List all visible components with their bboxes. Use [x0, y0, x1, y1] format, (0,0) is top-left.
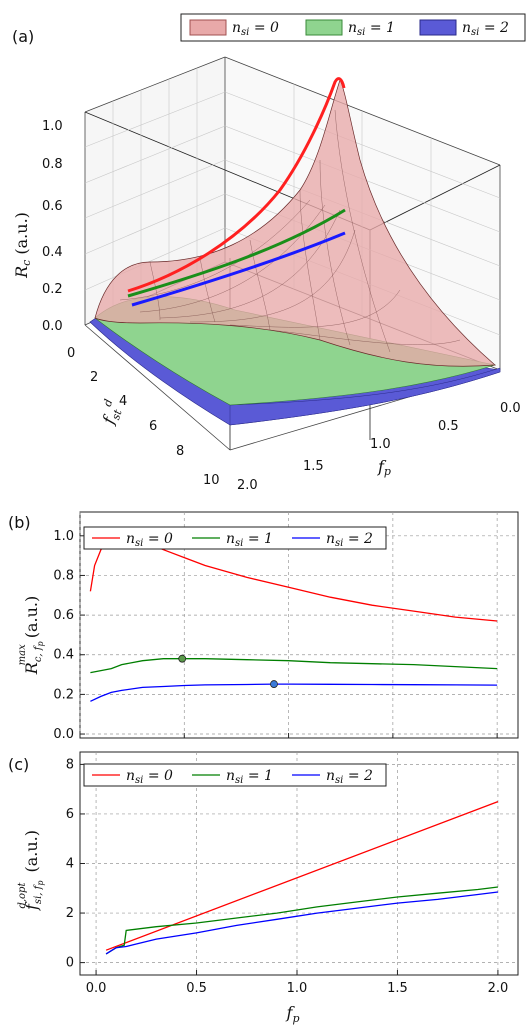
max-marker-nsi1	[178, 654, 187, 663]
series-line-nsi1	[90, 658, 498, 674]
max-marker-nsi2	[270, 680, 278, 688]
series-line-nsi2	[105, 891, 498, 955]
legend-label-nsi2: nsi = 2	[462, 20, 509, 38]
panel-a-legend: nsi = 0 nsi = 1 nsi = 2	[180, 13, 526, 42]
panel-a-3d-surface: (a) nsi = 0 nsi = 1 nsi = 2	[12, 13, 526, 493]
legend-label-nsi1: nsi = 1	[348, 20, 395, 38]
series-line-nsi1	[105, 886, 498, 955]
y-tick-label-3: 6	[66, 807, 74, 822]
y-tick-label-0: 0.0	[53, 727, 74, 742]
panel-c-label: (c)	[8, 755, 29, 774]
y-tick-3: 6	[149, 419, 157, 434]
panel-b-plot-area: 0.0 0.2 0.4 0.6 0.8 1.0 nsi = 0 nsi = 1 nsi = 2	[53, 511, 519, 742]
panel-c-ylabel: fsi, fpd,opt(a.u.)	[17, 830, 45, 911]
legend-label-nsi2: nsi = 2	[326, 531, 373, 549]
y-tick-5: 10	[203, 473, 220, 488]
legend-swatch-nsi1	[305, 19, 343, 36]
panel-b-line-chart: (b) 0.00.20.40.60.81.0 nsi = 0 nsi = 1 nsi …	[8, 511, 519, 742]
x-tick-1: 1.5	[303, 459, 324, 474]
panel-a-label: (a)	[12, 27, 34, 46]
ridge-nsi0	[127, 77, 346, 293]
panel-b-label: (b)	[8, 513, 31, 532]
y-tick-label-4: 0.8	[53, 568, 74, 583]
surface-nsi0	[94, 79, 496, 367]
legend-label-nsi0: nsi = 0	[126, 768, 173, 786]
ridge-nsi1	[127, 208, 346, 298]
series-line-nsi2	[90, 683, 498, 702]
legend-label-nsi1: nsi = 1	[226, 531, 273, 549]
y-tick-label-3: 0.6	[53, 608, 74, 623]
x-tick-label-4: 2.0	[488, 981, 509, 996]
y-tick-label-2: 4	[66, 857, 74, 872]
y-tick-label-0: 0	[66, 956, 74, 971]
panel-b-ylabel: Rc, fpmax(a.u.)	[17, 596, 45, 675]
x-tick-2: 1.0	[370, 437, 391, 452]
x-tick-0: 2.0	[237, 478, 258, 493]
ridge-nsi2	[131, 231, 346, 307]
legend-frame	[83, 763, 387, 787]
y-tick-label-2: 0.4	[53, 648, 74, 663]
y-tick-1: 2	[90, 370, 98, 385]
plot-frame	[79, 511, 519, 739]
panel-a-xlabel: fp	[377, 457, 391, 478]
panel-a-x-ticks: 2.0 1.5 1.0 0.5 0.0	[237, 401, 521, 493]
panel-a-z-ticks: 0.0 0.2 0.4 0.6 0.8 1.0	[42, 119, 63, 334]
legend-label-nsi0: nsi = 0	[232, 20, 279, 38]
legend-label-nsi0: nsi = 0	[126, 531, 173, 549]
z-tick-4: 0.8	[42, 157, 63, 172]
x-tick-label-1: 0.5	[186, 981, 207, 996]
z-tick-3: 0.6	[42, 199, 63, 214]
panel-a-zlabel: Rc (a.u.)	[12, 212, 33, 279]
y-tick-0: 0	[67, 346, 75, 361]
legend-label-nsi1: nsi = 1	[226, 768, 273, 786]
z-tick-0: 0.0	[42, 319, 63, 334]
y-tick-label-4: 8	[66, 757, 74, 772]
x-tick-label-3: 1.5	[387, 981, 408, 996]
z-tick-1: 0.2	[42, 282, 63, 297]
z-tick-5: 1.0	[42, 119, 63, 134]
legend-frame	[83, 526, 387, 550]
legend-swatch-nsi0	[189, 19, 227, 36]
x-tick-4: 0.0	[500, 401, 521, 416]
legend-swatch-nsi2	[419, 19, 457, 36]
legend: nsi = 0 nsi = 1 nsi = 2	[83, 526, 387, 550]
y-tick-label-1: 0.2	[53, 687, 74, 702]
legend-label-nsi2: nsi = 2	[326, 768, 373, 786]
z-tick-2: 0.4	[42, 245, 63, 260]
y-tick-4: 8	[176, 444, 184, 459]
x-tick-label-0: 0.0	[86, 981, 107, 996]
legend: nsi = 0 nsi = 1 nsi = 2	[83, 763, 387, 787]
y-tick-label-1: 2	[66, 906, 74, 921]
x-tick-3: 0.5	[438, 419, 459, 434]
panel-a-ridges	[127, 77, 346, 307]
x-tick-label-2: 1.0	[287, 981, 308, 996]
y-tick-label-5: 1.0	[53, 529, 74, 544]
y-tick-2: 4	[119, 394, 127, 409]
legend-frame	[180, 13, 526, 42]
panel-c-xlabel: fp	[286, 1003, 300, 1025]
panel-a-y-ticks: 0 2 4 6 8 10	[67, 346, 220, 488]
